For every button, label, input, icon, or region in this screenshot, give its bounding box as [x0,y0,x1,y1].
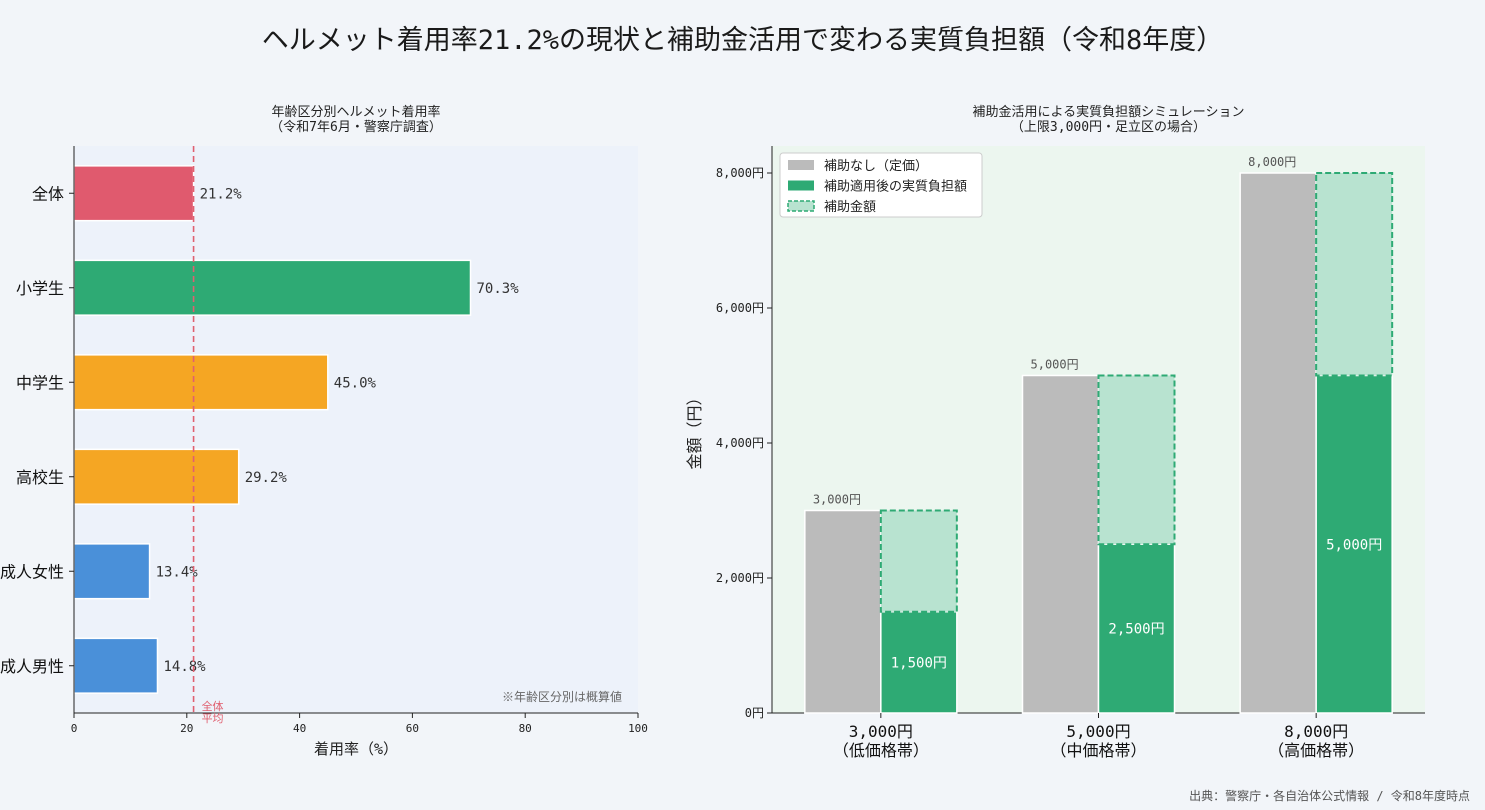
bar-subsidy [879,509,958,613]
y-axis-label: 金額（円） [685,389,704,469]
bar-value-label: 13.4% [156,564,199,580]
category-label: 全体 [32,184,64,203]
bar-subsidy [1097,374,1176,546]
bar-value-label: 3,000円 [813,493,861,507]
bar-3 [73,448,240,505]
bar-full-price [1021,374,1100,714]
bar-after-subsidy [1097,543,1176,714]
chart-subtitle: （令和7年6月・警察庁調査） [270,119,442,135]
bar-full-price [804,509,882,714]
bar-value-label: 5,000円 [1031,358,1079,372]
x-tick-label: （中価格帯） [1050,741,1146,760]
bar-4 [73,543,151,600]
average-label: 全体 [202,699,224,713]
bar-after-subsidy [880,611,958,714]
bar-value-label: 2,500円 [1108,622,1164,638]
x-tick-label: 8,000円 [1284,722,1348,741]
category-label: 成人女性 [0,562,64,581]
y-tick-label: 8,000円 [716,166,764,180]
average-label: 平均 [202,712,224,725]
source-note: 出典：警察庁・各自治体公式情報 / 令和8年度時点 [1189,789,1470,803]
plot-background [74,146,638,713]
chart-note: ※年齢区分別は概算値 [502,689,622,704]
chart-subtitle: （上限3,000円・足立区の場合） [1011,120,1206,135]
bar-2 [73,354,329,411]
legend-swatch [787,200,815,212]
legend-swatch [788,180,814,191]
bar-value-label: 45.0% [334,375,377,391]
category-label: 中学生 [16,373,64,392]
bar-after-subsidy [1315,374,1393,714]
bar-subsidy [1315,172,1394,377]
category-label: 小学生 [16,279,64,298]
x-tick-label: 60 [406,722,419,735]
bar-value-label: 14.8% [163,659,206,675]
bar-1 [73,259,472,316]
bar-value-label: 70.3% [476,281,519,297]
x-tick-label: （高価格帯） [1268,741,1364,760]
subsidy-chart: 補助金活用による実質負担額シミュレーション（上限3,000円・足立区の場合） 0円… [685,104,1425,760]
x-axis-label: 着用率（%） [314,740,398,758]
wear-rate-chart: 年齢区分別ヘルメット着用率（令和7年6月・警察庁調査） 21.2% 全体 70.3% 小… [0,104,648,758]
x-tick-label: 40 [293,722,306,735]
bar-0 [73,165,195,222]
x-tick-label: 5,000円 [1066,722,1130,741]
legend-label: 補助なし（定価） [824,159,928,174]
y-tick-label: 2,000円 [716,571,764,585]
bar-value-label: 29.2% [245,470,288,486]
y-tick-label: 0円 [745,706,764,720]
legend-label: 補助適用後の実質負担額 [824,179,967,195]
category-label: 成人男性 [0,657,64,676]
bar-value-label: 21.2% [200,186,243,202]
y-tick-label: 4,000円 [716,436,764,450]
bar-full-price [1239,172,1317,714]
legend-label: 補助金額 [824,199,876,215]
x-tick-label: （低価格帯） [833,741,929,760]
category-label: 高校生 [16,468,64,487]
bar-5 [73,637,159,694]
legend-swatch [788,160,814,170]
bar-value-label: 8,000円 [1248,155,1296,169]
y-tick-label: 6,000円 [716,301,764,315]
x-tick-label: 3,000円 [849,722,913,741]
legend-box [779,152,983,218]
bar-value-label: 5,000円 [1326,537,1382,553]
chart-title: 年齢区分別ヘルメット着用率 [271,104,440,120]
bar-value-label: 1,500円 [891,655,947,671]
x-tick-label: 0 [71,722,78,735]
x-tick-label: 20 [180,722,193,735]
x-tick-label: 100 [628,722,648,735]
x-tick-label: 80 [519,722,532,735]
page-title: ヘルメット着用率21.2%の現状と補助金活用で変わる実質負担額（令和8年度） [261,25,1224,56]
chart-title: 補助金活用による実質負担額シミュレーション [972,104,1244,120]
